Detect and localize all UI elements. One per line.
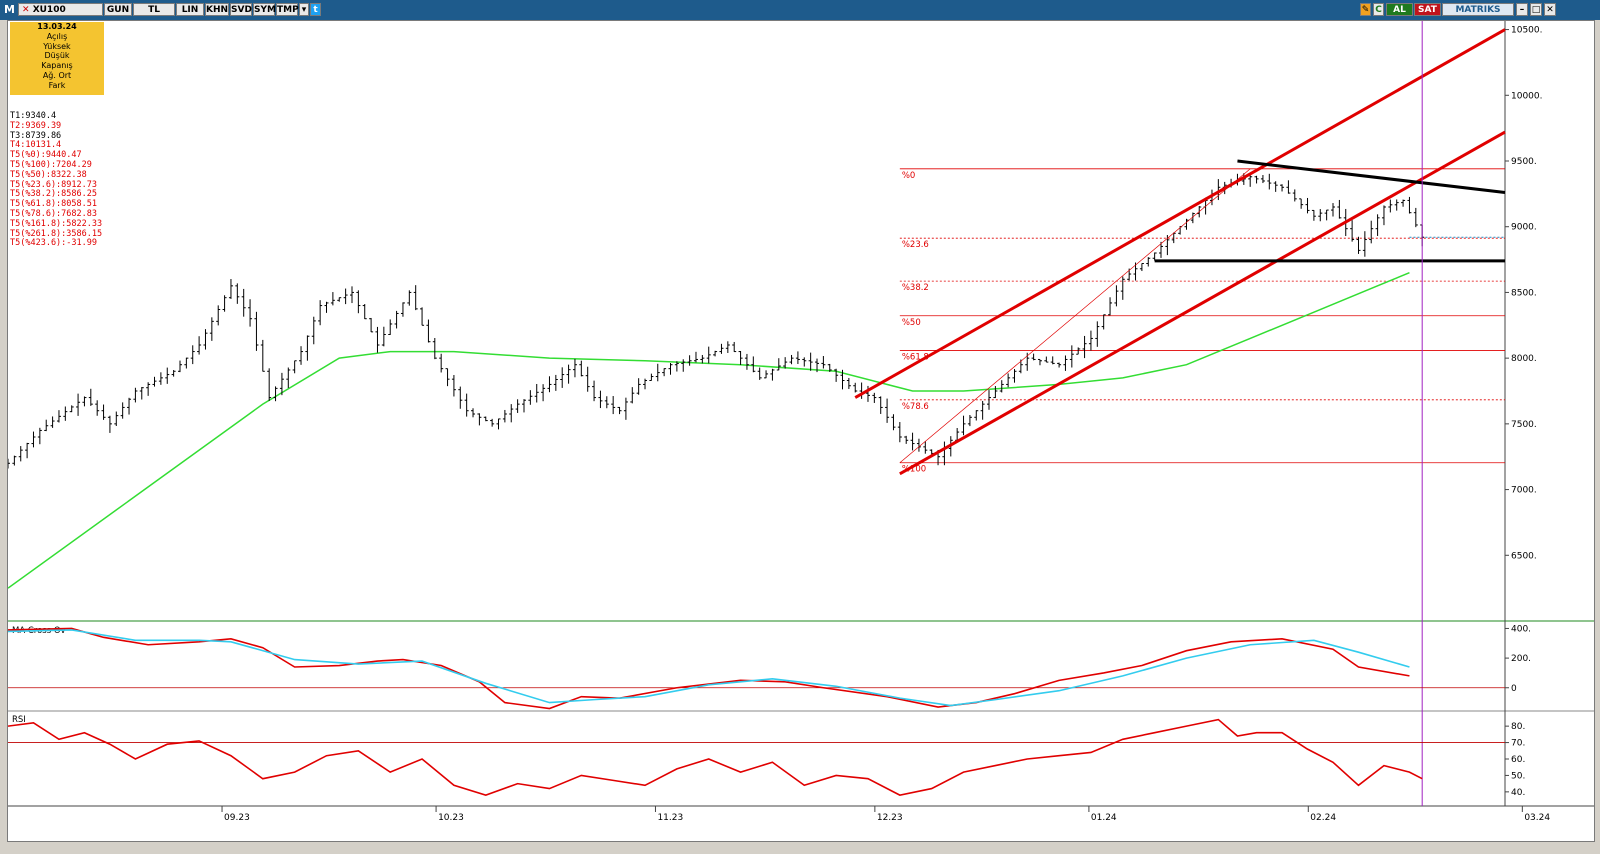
fib-level-label: %50: [902, 318, 921, 328]
twitter-icon[interactable]: t: [310, 3, 321, 16]
chart-window: 6500. 7000. 7500. 8000. 8500. 9000. 9500. 10000…: [7, 20, 1595, 842]
khn-button[interactable]: KHN: [205, 3, 229, 16]
stat-line: T5(%38.2):8586.25: [10, 189, 97, 200]
info-box: 13.03.24 Açılış Yüksek Düşük Kapanış Ağ.…: [10, 22, 104, 95]
fib-level-label: %38.2: [902, 283, 929, 293]
stat-line: T5(%100):7204.29: [10, 159, 92, 170]
indicator-series-line: [8, 629, 1410, 707]
trend-line: [854, 28, 1506, 399]
info-field-close: Kapanış: [41, 61, 73, 71]
stat-line: T2:9369.39: [10, 120, 62, 131]
fib-level-label: %0: [902, 171, 916, 181]
x-tick-label: 02.24: [1310, 813, 1336, 823]
y-tick-label: 80.: [1511, 722, 1525, 732]
fib-connector-line: [899, 168, 1251, 464]
y-tick-label: 9000.: [1511, 223, 1537, 233]
y-tick-label: 6500.: [1511, 551, 1537, 561]
y-tick-label: 50.: [1511, 771, 1525, 781]
stat-line: T5(%23.6):8912.73: [10, 179, 97, 190]
indicator-series-line: [8, 627, 1410, 710]
info-field-high: Yüksek: [43, 41, 71, 51]
pencil-icon[interactable]: ✎: [1360, 3, 1371, 16]
x-tick-label: 12.23: [877, 813, 903, 823]
y-tick-label: 10000.: [1511, 91, 1543, 101]
y-tick-label: 7000.: [1511, 486, 1537, 496]
minimize-icon[interactable]: –: [1516, 3, 1528, 16]
y-tick-label: 70.: [1511, 739, 1525, 749]
y-tick-label: 200.: [1511, 654, 1531, 664]
x-tick-label: 10.23: [438, 813, 464, 823]
tmp-button[interactable]: TMP: [276, 3, 299, 16]
indicator-series-line: [8, 718, 1423, 796]
fib-level-label: %61.8: [902, 352, 929, 362]
y-tick-label: 8000.: [1511, 354, 1537, 364]
y-tick-label: 8500.: [1511, 288, 1537, 298]
period-button[interactable]: GUN: [104, 3, 132, 16]
x-tick-label: 09.23: [224, 813, 250, 823]
trend-line: [899, 130, 1506, 476]
stat-line: T3:8739.86: [10, 130, 62, 141]
chart-canvas[interactable]: 6500. 7000. 7500. 8000. 8500. 9000. 9500. 10000…: [8, 21, 1594, 841]
y-tick-label: 40.: [1511, 788, 1525, 798]
fib-level-label: %23.6: [902, 240, 929, 250]
x-tick-label: 01.24: [1091, 813, 1117, 823]
sat-button[interactable]: SAT: [1414, 3, 1441, 16]
scale-button[interactable]: LIN: [176, 3, 204, 16]
stat-line: T4:10131.4: [10, 140, 62, 151]
stat-line: T5(%50):8322.38: [10, 169, 87, 180]
maximize-icon[interactable]: □: [1530, 3, 1542, 16]
trend-line: [1237, 159, 1506, 195]
info-field-diff: Fark: [48, 80, 66, 90]
status-bar: [0, 842, 1600, 854]
info-field-low: Düşük: [44, 51, 70, 61]
stat-line: T5(%78.6):7682.83: [10, 208, 97, 219]
y-tick-label: 0: [1511, 684, 1517, 694]
dropdown-arrow-icon[interactable]: ▾: [299, 3, 309, 16]
stat-line: T5(%61.8):8058.51: [10, 199, 97, 210]
sym-button[interactable]: SYM: [253, 3, 276, 16]
chart-toolbar: M ✕ XU100 GUN TL LIN KHN SVD SYM TMP ▾ t…: [0, 0, 1600, 20]
stat-line: T1:9340.4: [10, 111, 57, 121]
close-symbol-icon[interactable]: ✕: [22, 5, 30, 15]
stat-line: T5(%261.8):3586.15: [10, 228, 103, 239]
stat-line: T5(%423.6):-31.99: [10, 238, 97, 249]
x-tick-label: 03.24: [1524, 813, 1550, 823]
brand-label: MATRIKS: [1442, 3, 1514, 16]
y-tick-label: 10500.: [1511, 26, 1543, 36]
close-icon[interactable]: ✕: [1544, 3, 1556, 16]
fib-level-label: %100: [902, 465, 926, 475]
info-date: 13.03.24: [37, 22, 77, 31]
symbol-label: XU100: [32, 5, 66, 15]
y-tick-label: 60.: [1511, 755, 1525, 765]
y-tick-label: 9500.: [1511, 157, 1537, 167]
matriks-logo-icon: M: [3, 3, 16, 16]
panel-title: RSI: [12, 715, 26, 725]
x-tick-label: 11.23: [657, 813, 683, 823]
refresh-icon[interactable]: C: [1373, 3, 1384, 16]
drawing-stats-list: T1:9340.4 T2:9369.39 T3:8739.86 T4:10131.4 T…: [10, 111, 103, 249]
info-field-avg: Ağ. Ort: [42, 70, 72, 80]
symbol-box[interactable]: ✕ XU100: [18, 3, 103, 16]
stat-line: T5(%161.8):5822.33: [10, 218, 103, 229]
fib-level-label: %78.6: [902, 402, 929, 412]
y-tick-label: 7500.: [1511, 420, 1537, 430]
y-tick-label: 400.: [1511, 624, 1531, 634]
stat-line: T5(%0):9440.47: [10, 150, 82, 161]
al-button[interactable]: AL: [1386, 3, 1413, 16]
currency-button[interactable]: TL: [133, 3, 175, 16]
info-field-open: Açılış: [46, 31, 68, 41]
svd-button[interactable]: SVD: [230, 3, 252, 16]
